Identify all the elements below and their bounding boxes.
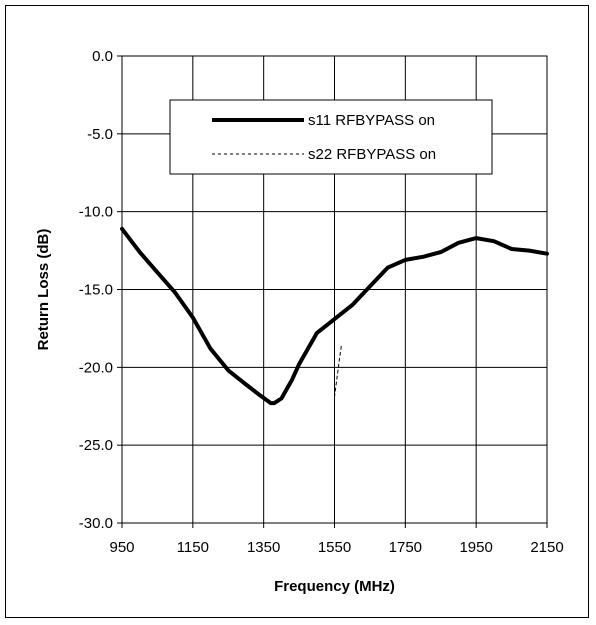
x-axis-title: Frequency (MHz): [274, 578, 395, 595]
y-tick-label: -5.0: [87, 126, 113, 143]
y-tick-label: -25.0: [79, 437, 113, 454]
series-line-1: [120, 226, 549, 406]
chart-frame: [5, 5, 589, 618]
y-tick-label: -20.0: [79, 359, 113, 376]
x-tick-label: 1150: [177, 539, 209, 556]
legend-box: [169, 99, 493, 175]
series-layer: [120, 226, 549, 406]
x-tick-label: 2150: [530, 539, 563, 556]
x-tick-label: 1350: [247, 539, 280, 556]
legend-label-2: s22 RFBYPASS on: [308, 146, 436, 163]
x-tick-label: 950: [109, 539, 134, 556]
legend: s11 RFBYPASS on s22 RFBYPASS on: [169, 99, 493, 175]
x-tick-label: 1550: [318, 539, 351, 556]
y-tick-label: -30.0: [79, 515, 113, 532]
series-line-2: [334, 343, 343, 398]
y-tick-label: -10.0: [79, 204, 113, 221]
axis-ticks: 0.0 -5.0 -10.0 -15.0 -20.0 -25.0 -30.0 950 1150 1…: [79, 48, 564, 556]
y-tick-label: 0.0: [92, 48, 113, 65]
x-tick-label: 1750: [389, 539, 422, 556]
x-tick-label: 1950: [459, 539, 492, 556]
legend-label-1: s11 RFBYPASS on: [308, 112, 435, 129]
y-tick-label: -15.0: [79, 282, 113, 299]
y-axis-title: Return Loss (dB): [35, 229, 52, 351]
